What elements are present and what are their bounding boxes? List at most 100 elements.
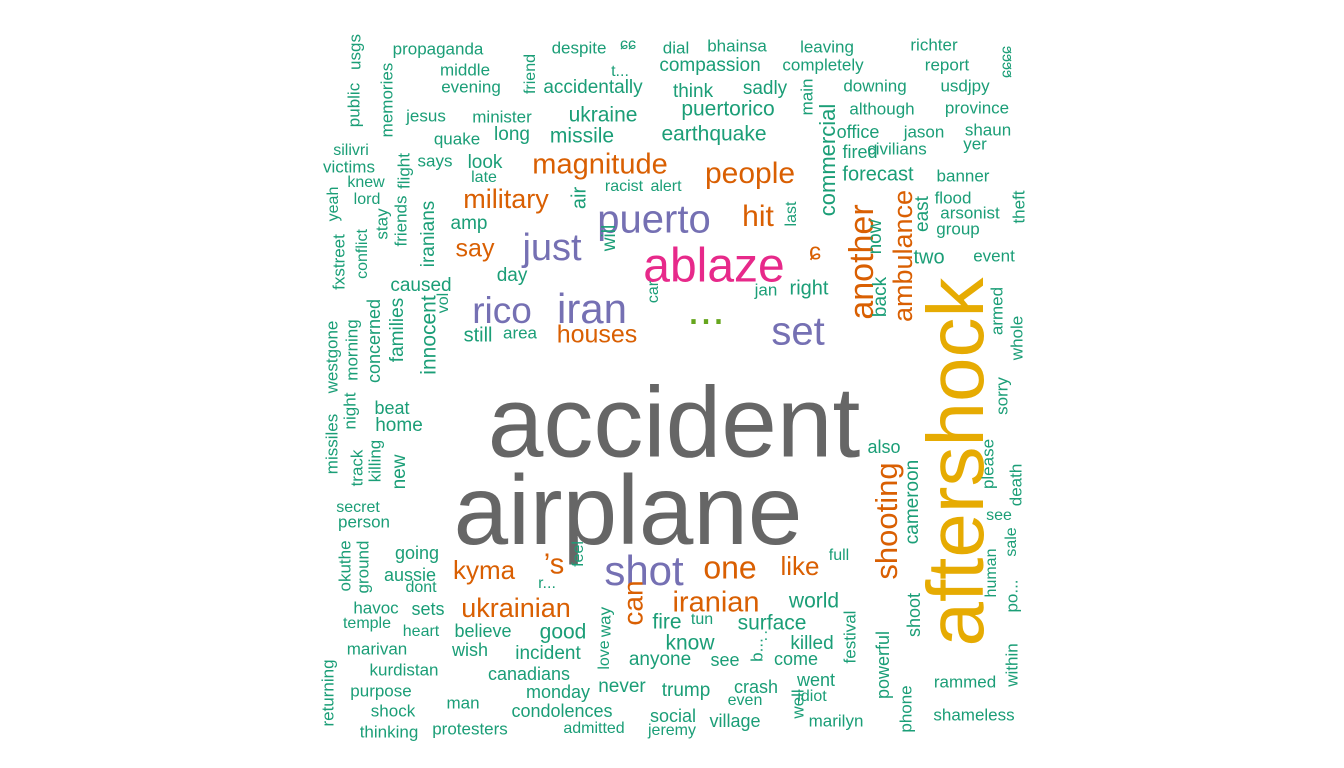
word-170: missiles xyxy=(322,414,341,474)
word-155: purpose xyxy=(350,681,411,700)
word-174: fxstreet xyxy=(329,234,348,290)
word-88: main xyxy=(797,79,816,116)
word-132: human xyxy=(983,549,1000,598)
word-122: jan xyxy=(754,280,778,299)
word-62: now xyxy=(865,219,886,254)
word-169: track xyxy=(347,449,366,486)
word-74: believe xyxy=(454,621,511,641)
word-113: arsonist xyxy=(940,203,1000,222)
word-105: although xyxy=(849,99,914,118)
word-27: ɕ xyxy=(809,238,821,265)
word-138: festival xyxy=(840,611,859,664)
word-3: ablaze xyxy=(643,240,784,293)
word-165: r... xyxy=(538,575,556,592)
word-10: rico xyxy=(472,290,532,331)
word-25: say xyxy=(456,235,495,263)
word-172: night xyxy=(340,392,359,429)
word-23: kyma xyxy=(453,555,516,585)
word-141: way xyxy=(595,606,614,638)
word-133: po... xyxy=(1002,579,1021,612)
word-77: monday xyxy=(526,682,590,702)
word-136: shameless xyxy=(933,705,1014,724)
word-175: conflict xyxy=(354,229,371,279)
word-79: social xyxy=(650,706,696,726)
word-187: friend xyxy=(522,54,539,94)
word-94: jesus xyxy=(405,106,446,125)
word-118: alert xyxy=(650,178,682,195)
word-130: sale xyxy=(1003,527,1020,556)
word-70: aussie xyxy=(384,565,436,585)
word-39: right xyxy=(790,277,829,299)
word-191: : xyxy=(764,627,768,644)
word-28: commercial xyxy=(815,104,840,216)
word-53: killed xyxy=(790,633,833,654)
word-61: cameroon xyxy=(902,460,923,545)
word-45: day xyxy=(497,265,528,286)
word-111: banner xyxy=(937,166,990,185)
word-128: please xyxy=(978,439,997,489)
word-20: ukrainian xyxy=(461,593,571,623)
word-150: admitted xyxy=(563,720,624,737)
word-157: kurdistan xyxy=(370,660,439,679)
word-30: ukraine xyxy=(569,104,638,127)
word-93: says xyxy=(418,151,453,170)
word-162: dont xyxy=(405,579,437,596)
word-67: also xyxy=(867,437,900,457)
word-184: public xyxy=(344,82,363,127)
word-1: airplane xyxy=(454,455,803,565)
word-5: shot xyxy=(604,547,684,594)
word-59: look xyxy=(468,152,503,173)
word-149: jeremy xyxy=(647,722,696,739)
word-18: ’s xyxy=(544,549,564,581)
word-49: trump xyxy=(662,680,711,701)
word-181: knew xyxy=(347,174,385,191)
word-124: vol xyxy=(435,293,452,313)
word-163: okuthe xyxy=(335,540,354,591)
word-89: middle xyxy=(440,60,490,79)
word-126: whole xyxy=(1007,316,1026,361)
word-29: earthquake xyxy=(661,123,766,146)
word-188: t... xyxy=(611,63,629,80)
word-14: people xyxy=(705,157,795,190)
word-180: flight xyxy=(394,153,413,189)
word-55: accidentally xyxy=(543,77,643,98)
word-33: innocent xyxy=(418,295,441,375)
word-151: protesters xyxy=(432,719,508,738)
word-104: usdjpy xyxy=(940,76,990,95)
word-96: despite xyxy=(552,38,607,57)
word-109: civilians xyxy=(867,139,927,158)
word-101: report xyxy=(925,55,970,74)
word-107: jason xyxy=(903,122,945,141)
word-76: canadians xyxy=(488,664,570,684)
word-83: come xyxy=(774,649,818,669)
word-100: richter xyxy=(910,35,958,54)
word-183: silivri xyxy=(333,142,369,159)
word-42: air xyxy=(568,187,590,210)
word-13: shooting xyxy=(869,462,904,579)
word-80: village xyxy=(709,711,760,731)
word-12: one xyxy=(703,549,756,585)
word-16: magnitude xyxy=(532,149,667,181)
word-166: person xyxy=(338,512,390,531)
word-97: dial xyxy=(663,38,689,57)
word-9: just xyxy=(521,227,582,269)
word-145: idiot xyxy=(797,688,827,705)
word-46: families xyxy=(387,298,408,362)
word-75: sets xyxy=(411,599,444,619)
word-24: like xyxy=(780,551,819,581)
word-135: rammed xyxy=(934,672,996,691)
word-19: can xyxy=(617,580,648,625)
word-65: iranians xyxy=(418,201,439,268)
word-146: marilyn xyxy=(809,711,864,730)
word-120: last xyxy=(783,201,800,226)
word-186: memories xyxy=(377,63,396,138)
word-44: caused xyxy=(390,275,451,296)
word-152: thinking xyxy=(360,722,419,741)
word-159: heart xyxy=(403,623,440,640)
word-125: armed xyxy=(987,287,1006,335)
word-63: back xyxy=(870,276,891,317)
word-176: stay xyxy=(372,208,391,240)
word-87: fired xyxy=(842,142,877,162)
word-7: puerto xyxy=(597,198,710,242)
word-15: hit xyxy=(742,200,774,233)
